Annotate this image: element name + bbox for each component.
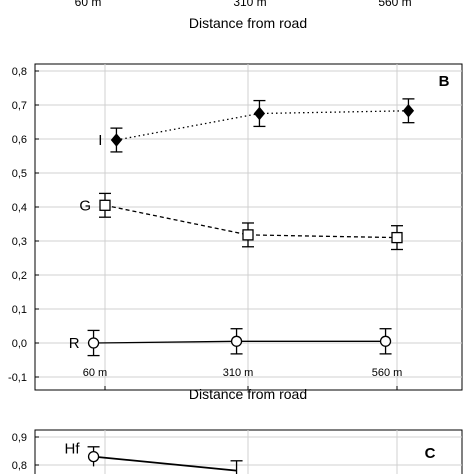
data-point-g	[99, 199, 111, 211]
series-g: G	[79, 192, 403, 251]
panel-c-letter: C	[425, 445, 436, 462]
top-fragment: 60 m 310 m 560 m Distance from road	[75, 0, 412, 31]
y-tick-label: -0,1	[8, 372, 27, 384]
x-tick-label: 310 m	[223, 367, 254, 379]
y-tick-label: 0,8	[12, 460, 27, 472]
series-hf: Hf	[65, 441, 243, 474]
y-tick-label: 0,5	[12, 168, 27, 180]
panel-c: 0,9 0,8 Hf C	[12, 429, 463, 474]
y-tick-label: 0,8	[12, 66, 27, 78]
y-tick-label: 0,1	[12, 304, 27, 316]
data-point-g	[391, 231, 403, 244]
x-tick-label: 60 m	[83, 367, 107, 379]
panel-b: 0,8 0,7 0,6 0,5 0,4 0,3 0,2 0,1 0,0 -0,1 60 m 310 …	[8, 63, 463, 402]
y-tick-label: 0,0	[12, 338, 27, 350]
y-tick-label: 0,3	[12, 236, 27, 248]
series-line-hf	[93, 455, 237, 472]
y-tick-label: 0,4	[12, 202, 27, 214]
data-point-hf	[87, 450, 100, 463]
series-r: R	[69, 328, 392, 357]
top-xlabel: Distance from road	[189, 15, 307, 31]
y-tick-label: 0,9	[12, 432, 27, 444]
y-tick-label: 0,2	[12, 270, 27, 282]
panel-c-y-ticks: 0,9 0,8	[12, 432, 39, 472]
series-label-i: I	[98, 132, 102, 149]
panel-c-grid	[35, 430, 462, 474]
x-tick-label: 560 m	[372, 367, 403, 379]
top-tick-label-310: 310 m	[233, 0, 266, 9]
data-point-r	[230, 335, 243, 347]
data-point-r	[379, 335, 392, 347]
panel-b-letter: B	[439, 73, 450, 90]
data-point-r	[87, 337, 100, 349]
panel-b-y-ticks: 0,8 0,7 0,6 0,5 0,4 0,3 0,2 0,1 0,0 -0,1	[8, 66, 39, 384]
panel-b-series: I G R	[69, 98, 415, 357]
series-i: I	[98, 98, 415, 153]
series-label-g: G	[79, 197, 91, 214]
y-tick-label: 0,7	[12, 100, 27, 112]
panel-c-series: Hf	[65, 441, 243, 474]
series-label-r: R	[69, 335, 80, 352]
series-line-g	[104, 204, 398, 239]
data-point-g	[242, 229, 254, 241]
y-tick-label: 0,6	[12, 134, 27, 146]
top-tick-label-60: 60 m	[75, 0, 102, 9]
series-label-hf: Hf	[65, 441, 81, 458]
data-point-i	[110, 133, 123, 147]
data-point-i	[402, 103, 415, 118]
panel-b-xlabel: Distance from road	[189, 386, 307, 402]
panel-b-x-ticks: 60 m 310 m 560 m	[83, 367, 403, 390]
data-point-i	[253, 106, 266, 121]
top-tick-label-560: 560 m	[378, 0, 411, 9]
